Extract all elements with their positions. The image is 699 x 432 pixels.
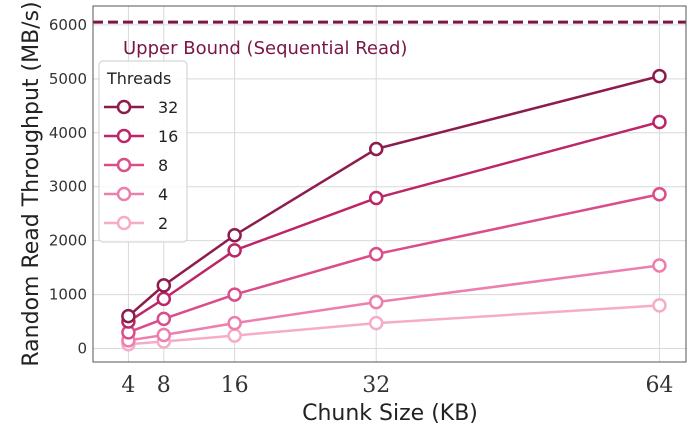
legend-label: 32	[158, 98, 178, 117]
data-point	[156, 278, 172, 293]
data-point	[227, 315, 242, 331]
legend-swatch-marker	[116, 99, 132, 115]
legend-label: 8	[158, 156, 168, 175]
legend-items: 32 16 8 4 2	[104, 98, 178, 233]
data-point	[156, 311, 172, 327]
legend-swatch-marker	[116, 215, 132, 231]
y-tick-label: 1000	[49, 286, 87, 304]
plot-background	[93, 6, 686, 362]
y-axis-label: Random Read Throughput (MB/s)	[19, 1, 44, 366]
data-point	[121, 308, 136, 324]
legend-item-2: 2	[104, 214, 168, 233]
legend-item-16: 16	[104, 127, 178, 146]
y-tick-label: 5000	[49, 70, 87, 88]
data-point	[368, 315, 384, 331]
x-tick-labels: 4 8 16 32 64	[121, 373, 673, 398]
x-tick-label: 8	[157, 373, 171, 398]
legend-label: 2	[158, 214, 168, 233]
legend-swatch-marker	[116, 157, 132, 173]
data-point	[368, 246, 384, 262]
data-point	[227, 328, 242, 343]
data-point	[156, 291, 172, 307]
legend-label: 4	[158, 185, 168, 204]
data-point	[652, 68, 667, 84]
legend-item-8: 8	[104, 156, 168, 175]
y-tick-label: 2000	[49, 232, 87, 250]
data-point	[156, 327, 172, 343]
data-point	[227, 227, 242, 243]
x-axis-label: Chunk Size (KB)	[302, 401, 478, 426]
legend: Threads 32 16 8 4 2	[98, 60, 188, 243]
series-2	[121, 298, 667, 352]
legend-swatch-marker	[116, 186, 132, 202]
series-8	[121, 186, 667, 340]
x-tick-label: 32	[362, 373, 390, 398]
x-tick-label: 4	[121, 373, 135, 398]
y-tick-label: 6000	[49, 16, 87, 34]
data-point	[652, 114, 667, 130]
legend-box	[98, 60, 188, 243]
y-tick-label: 3000	[49, 178, 87, 196]
series-32	[121, 68, 667, 324]
x-tick-label: 16	[221, 373, 249, 398]
legend-swatch-marker	[116, 128, 132, 144]
y-tick-label: 0	[77, 340, 87, 358]
legend-title: Threads	[106, 69, 171, 88]
data-point	[652, 258, 667, 273]
upper-bound-label: Upper Bound (Sequential Read)	[123, 38, 407, 59]
y-tick-label: 4000	[49, 124, 87, 142]
x-tick-label: 64	[645, 373, 673, 398]
series-layer	[121, 68, 667, 352]
data-point	[652, 298, 667, 313]
data-point	[368, 190, 384, 206]
legend-item-4: 4	[104, 185, 168, 204]
data-point	[652, 186, 667, 202]
series-4	[121, 258, 667, 348]
y-tick-labels: 0 1000 2000 3000 4000 5000 6000	[49, 16, 87, 358]
data-point	[368, 141, 384, 157]
data-point	[227, 287, 242, 302]
legend-item-32: 32	[104, 98, 178, 117]
plot-frame	[92, 5, 687, 363]
legend-label: 16	[158, 127, 178, 146]
data-point	[368, 294, 384, 310]
data-point	[227, 243, 242, 258]
